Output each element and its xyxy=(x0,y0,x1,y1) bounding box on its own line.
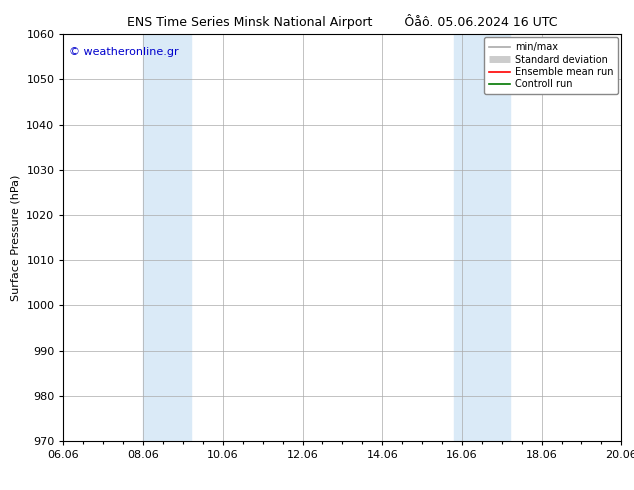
Bar xyxy=(454,34,510,441)
Title: ENS Time Series Minsk National Airport        Ôåô. 05.06.2024 16 UTC: ENS Time Series Minsk National Airport Ô… xyxy=(127,14,558,29)
Legend: min/max, Standard deviation, Ensemble mean run, Controll run: min/max, Standard deviation, Ensemble me… xyxy=(484,37,618,94)
Y-axis label: Surface Pressure (hPa): Surface Pressure (hPa) xyxy=(11,174,21,301)
Bar xyxy=(143,34,191,441)
Text: © weatheronline.gr: © weatheronline.gr xyxy=(69,47,179,56)
